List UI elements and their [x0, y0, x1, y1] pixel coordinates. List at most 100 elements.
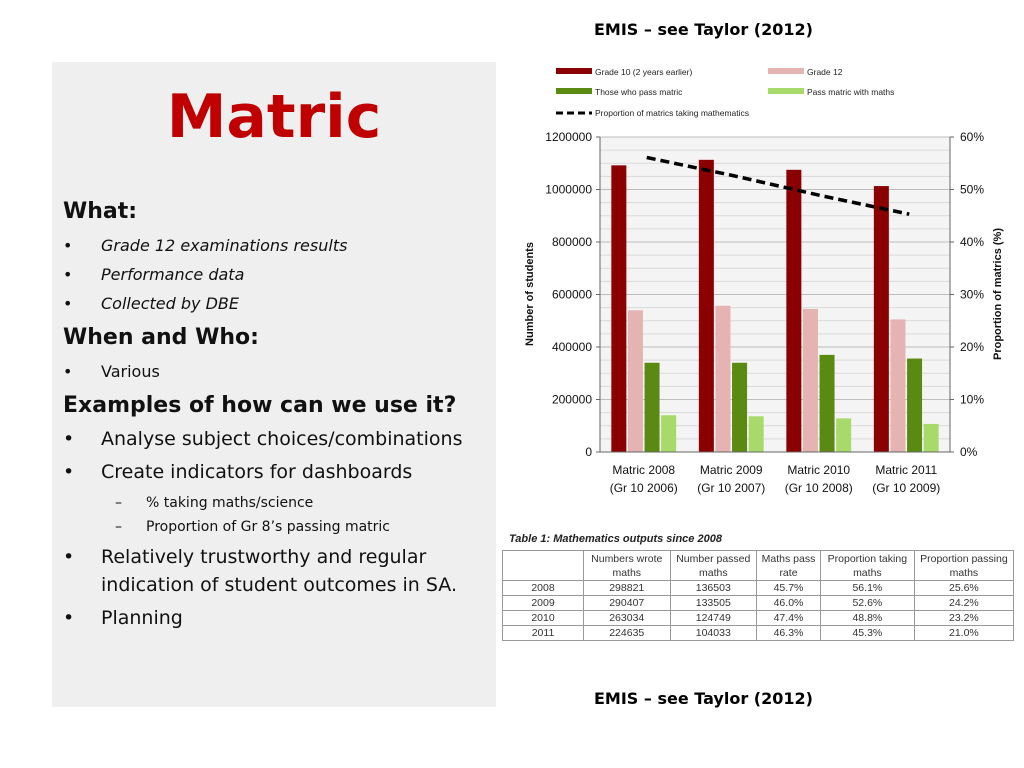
- y2-tick-label: 30%: [960, 288, 984, 302]
- table-cell: 45.7%: [756, 580, 821, 596]
- chart-axes: [596, 136, 954, 453]
- bar: [644, 362, 660, 452]
- table-cell: 24.2%: [913, 595, 1015, 611]
- maths-outputs-table: Numbers wrote maths Number passed maths …: [502, 550, 1015, 641]
- table-cell: 48.8%: [819, 610, 915, 626]
- proportion-line: [646, 155, 910, 216]
- y-axis-label: Number of students: [524, 242, 536, 346]
- table-row: 2010 263034 124749 47.4% 48.8% 23.2%: [502, 610, 1015, 626]
- legend-label: Those who pass matric: [595, 87, 683, 97]
- table-cell: 46.3%: [756, 625, 821, 641]
- table-header-cell: Proportion taking maths: [819, 550, 915, 581]
- table-header-row: Numbers wrote maths Number passed maths …: [502, 550, 1015, 581]
- table-cell: 47.4%: [756, 610, 821, 626]
- legend-swatch: [768, 88, 804, 94]
- table-header-cell: Number passed maths: [669, 550, 758, 581]
- table-cell: 2009: [502, 595, 584, 611]
- y-tick-label: 400000: [552, 340, 592, 354]
- who-heading: When and Who:: [63, 325, 259, 350]
- x-tick-label: Matric 2010: [787, 463, 850, 477]
- y2-axis-label: Proportion of matrics (%): [992, 228, 1004, 360]
- table-cell: 124749: [669, 610, 758, 626]
- table-cell: 21.0%: [913, 625, 1015, 641]
- table-cell: 2011: [502, 625, 584, 641]
- y-tick-label: 1200000: [545, 130, 592, 144]
- y2-tick-label: 50%: [960, 183, 984, 197]
- bar: [661, 415, 677, 452]
- x-tick-label: Matric 2009: [700, 463, 763, 477]
- table-header-cell: Maths pass rate: [756, 550, 821, 581]
- table-cell: 104033: [669, 625, 758, 641]
- bar: [715, 305, 731, 452]
- x-tick-label: (Gr 10 2008): [785, 481, 853, 495]
- sub-bullet: % taking maths/science: [63, 491, 488, 515]
- what-heading: What:: [63, 199, 138, 224]
- sub-bullet: Proportion of Gr 8’s passing matric: [63, 515, 488, 539]
- x-tick-label: (Gr 10 2009): [872, 481, 940, 495]
- legend-label: Proportion of matrics taking mathematics: [595, 108, 749, 118]
- legend-label: Pass matric with maths: [807, 87, 894, 97]
- table-cell: 45.3%: [819, 625, 915, 641]
- bar: [627, 310, 643, 452]
- table-cell: 23.2%: [913, 610, 1015, 626]
- examples-bullet: Analyse subject choices/combinations: [63, 425, 488, 453]
- x-tick-label: Matric 2008: [612, 463, 675, 477]
- table-row: 2008 298821 136503 45.7% 56.1% 25.6%: [502, 580, 1015, 596]
- source-note-top: EMIS – see Taylor (2012): [594, 20, 813, 39]
- chart-labels: Matric 2008 (Gr 10 2006) Matric 2009 (Gr 10…: [524, 130, 1004, 495]
- what-bullet: Performance data: [63, 260, 488, 289]
- table-cell: 263034: [583, 610, 671, 626]
- who-bullet: Various: [63, 357, 488, 386]
- y-tick-label: 200000: [552, 393, 592, 407]
- table-header-cell: Proportion passing maths: [913, 550, 1015, 581]
- y2-tick-label: 10%: [960, 393, 984, 407]
- table-row: 2009 290407 133505 46.0% 52.6% 24.2%: [502, 595, 1015, 611]
- y2-tick-label: 60%: [960, 130, 984, 144]
- bar: [611, 165, 627, 452]
- table-cell: 224635: [583, 625, 671, 641]
- bar: [748, 416, 764, 452]
- bar: [890, 319, 906, 452]
- bar: [732, 362, 748, 452]
- table-cell: 133505: [669, 595, 758, 611]
- bar: [907, 358, 923, 452]
- what-bullet: Grade 12 examinations results: [63, 231, 488, 260]
- chart-bars: [611, 155, 939, 452]
- x-tick-label: Matric 2011: [875, 463, 937, 477]
- x-tick-label: (Gr 10 2007): [697, 481, 765, 495]
- left-panel: Matric What: Grade 12 examinations resul…: [52, 62, 496, 707]
- legend-swatch: [556, 68, 592, 74]
- table-cell: 136503: [669, 580, 758, 596]
- table-cell: 25.6%: [913, 580, 1015, 596]
- y-tick-label: 1000000: [545, 183, 592, 197]
- table-cell: 290407: [583, 595, 671, 611]
- y2-tick-label: 20%: [960, 340, 984, 354]
- table-cell: 2010: [502, 610, 584, 626]
- examples-bullet: Planning: [63, 604, 488, 632]
- examples-bullet: Relatively trustworthy and regular indic…: [63, 543, 488, 599]
- bar: [836, 418, 852, 452]
- legend-swatch: [768, 68, 804, 74]
- table-header-cell: [502, 550, 584, 581]
- bar: [819, 354, 835, 452]
- legend-label: Grade 10 (2 years earlier): [595, 67, 692, 77]
- what-bullet: Collected by DBE: [63, 289, 488, 318]
- y2-tick-label: 40%: [960, 235, 984, 249]
- y-tick-label: 800000: [552, 235, 592, 249]
- bar: [873, 186, 889, 452]
- legend-label: Grade 12: [807, 67, 843, 77]
- table-row: 2011 224635 104033 46.3% 45.3% 21.0%: [502, 625, 1015, 641]
- chart-legend: Grade 10 (2 years earlier) Grade 12 Those …: [556, 67, 894, 118]
- bar: [698, 159, 714, 452]
- table-cell: 52.6%: [819, 595, 915, 611]
- examples-heading: Examples of how can we use it?: [63, 393, 457, 418]
- bar: [923, 423, 939, 452]
- source-note-bottom: EMIS – see Taylor (2012): [594, 689, 813, 708]
- y2-tick-label: 0%: [960, 445, 978, 459]
- table-cell: 2008: [502, 580, 584, 596]
- table-caption: Table 1: Mathematics outputs since 2008: [509, 533, 722, 545]
- bar: [802, 308, 818, 452]
- table-cell: 46.0%: [756, 595, 821, 611]
- y-tick-label: 0: [585, 445, 592, 459]
